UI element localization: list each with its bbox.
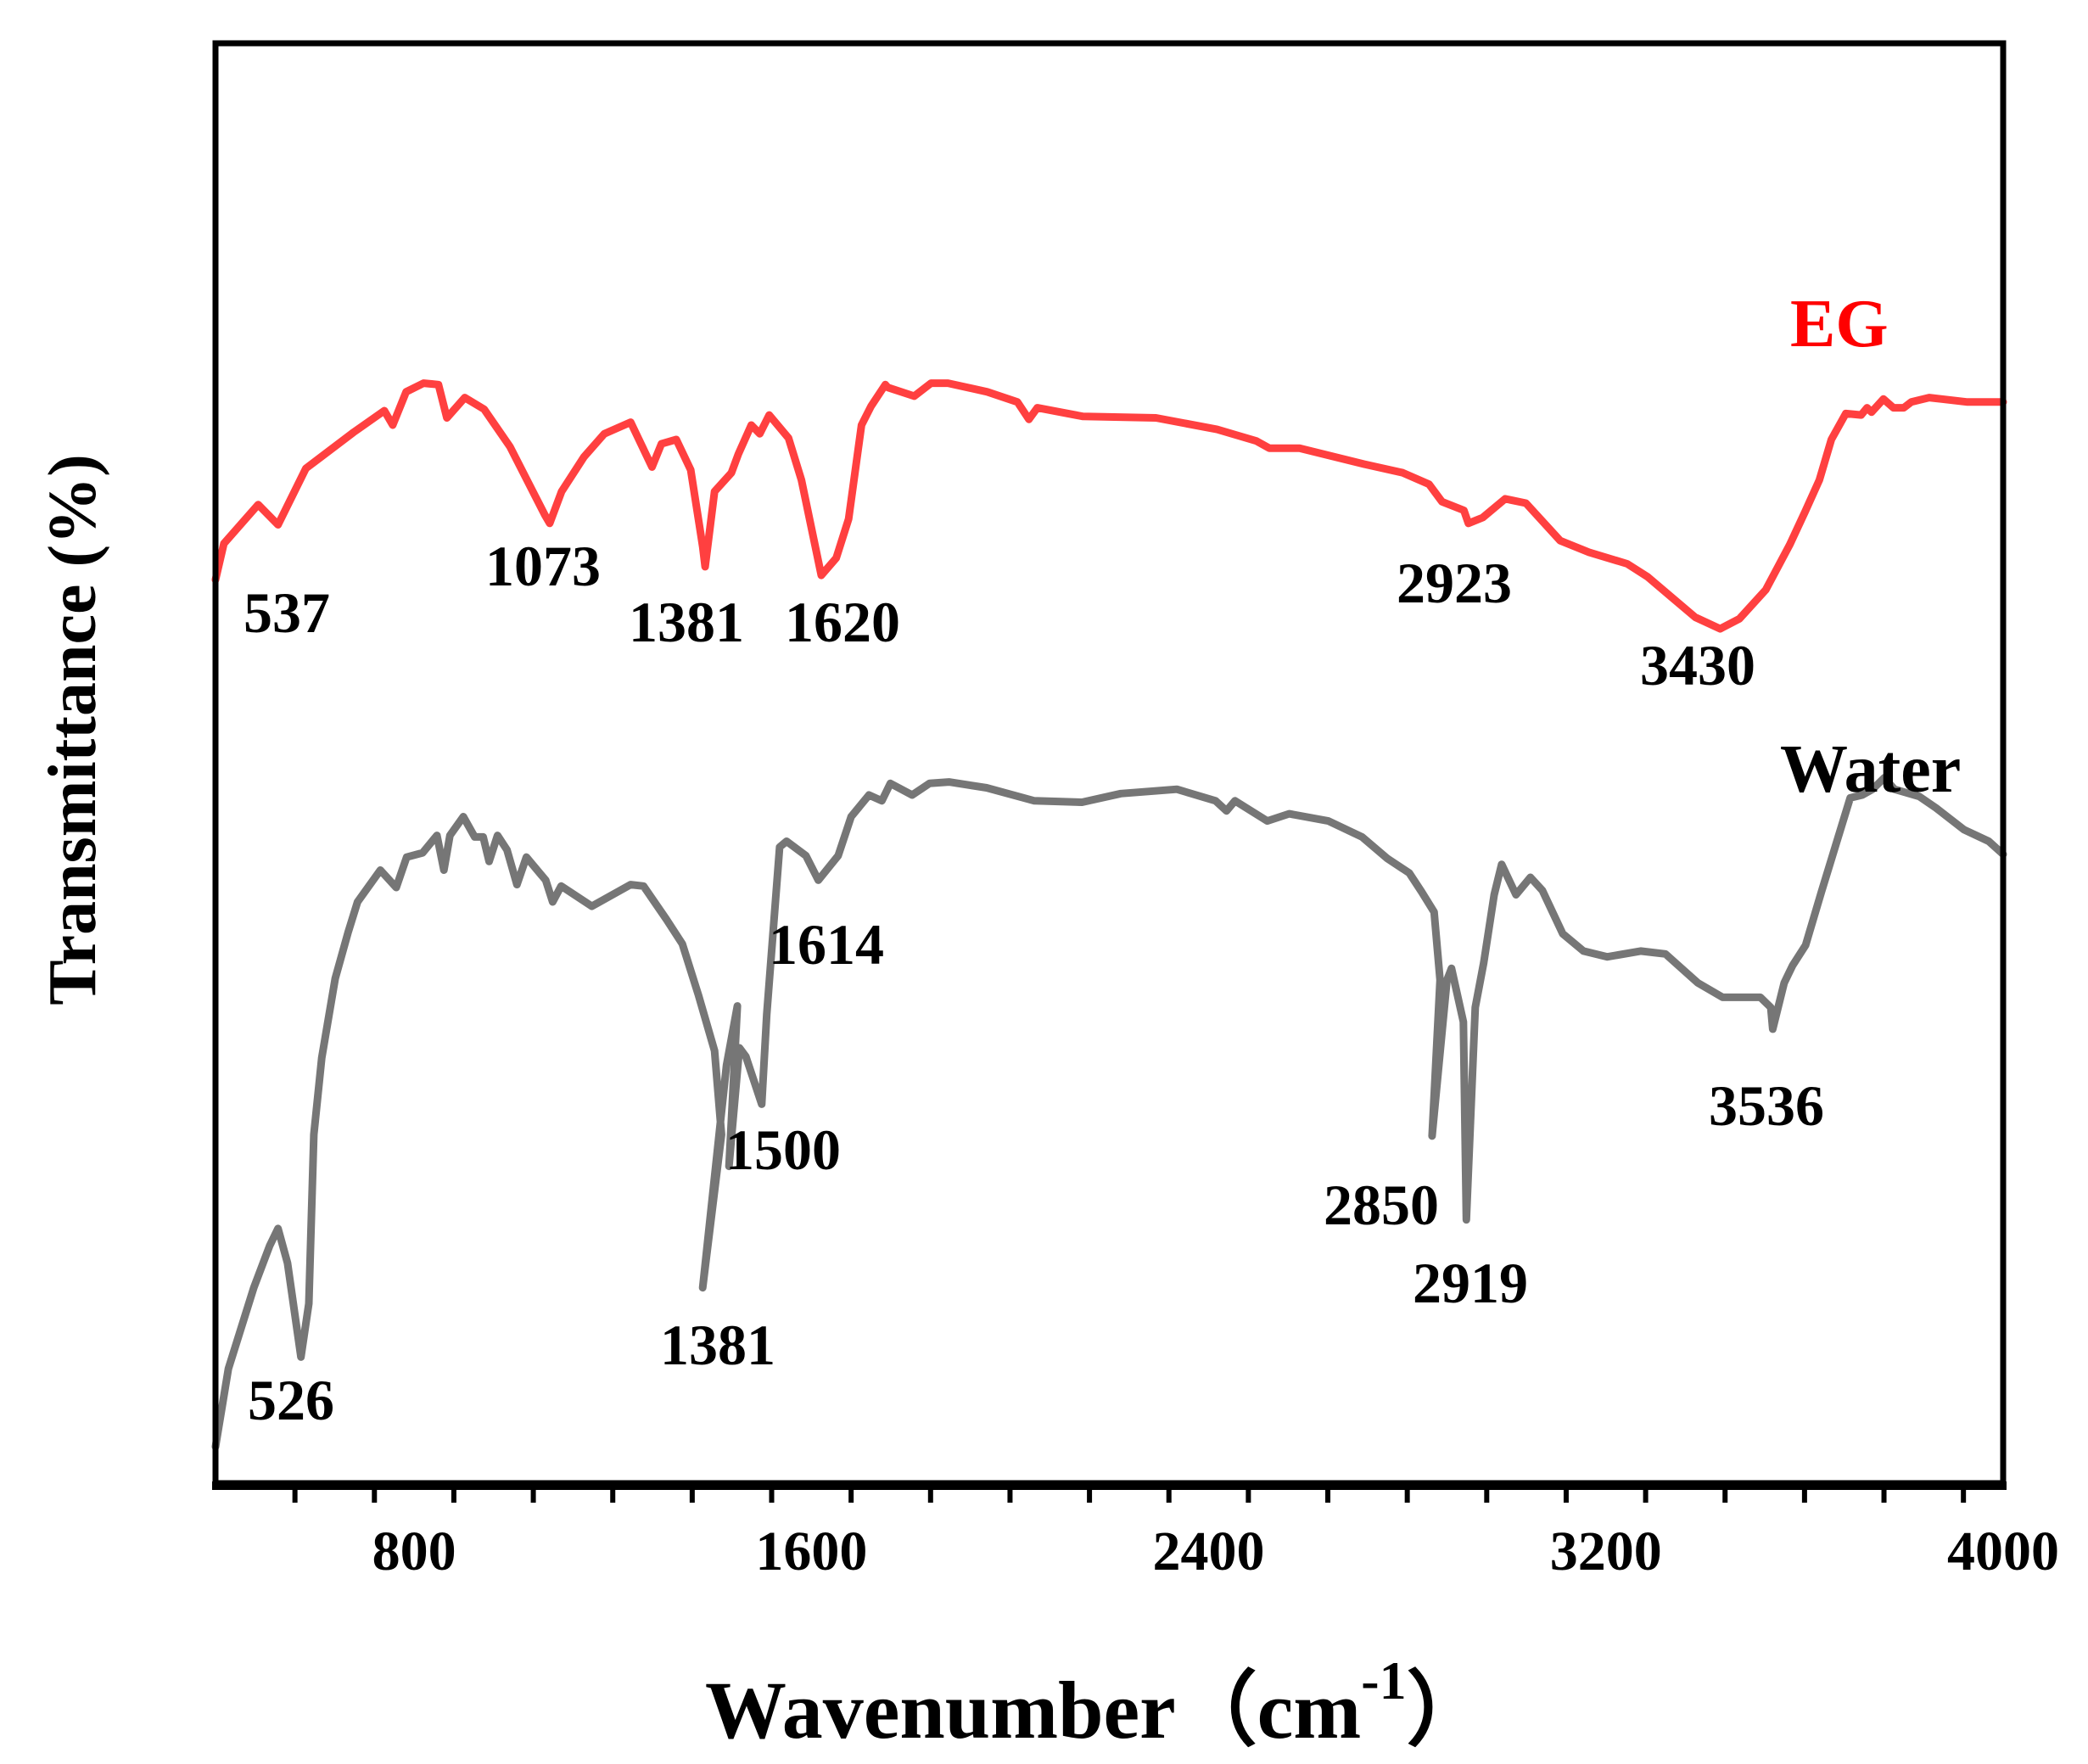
x-axis-label-close: ）	[1407, 1665, 1488, 1756]
x-axis-label-superscript: -1	[1361, 1650, 1406, 1711]
series-label-eg: EG	[1790, 287, 1889, 361]
series-label-water: Water	[1780, 732, 1961, 807]
x-tick-label: 3200	[1550, 1520, 1662, 1582]
x-tick-label: 2400	[1153, 1520, 1265, 1582]
peak-label: 1614	[769, 912, 884, 977]
peak-label: 537	[244, 580, 330, 645]
x-axis-ticks	[292, 1486, 1967, 1503]
plot-curves	[211, 379, 2007, 1451]
peak-label: 2923	[1397, 551, 1512, 615]
peak-label: 3430	[1640, 633, 1755, 697]
peak-label: 1381	[660, 1313, 775, 1377]
x-tick-label: 4000	[1947, 1520, 2059, 1582]
peak-label: 3536	[1709, 1073, 1824, 1138]
y-axis-label: Transmittance (%)	[36, 454, 110, 1005]
series-line-water	[211, 774, 2007, 1451]
peak-label: 1381	[629, 590, 744, 654]
x-axis-label-main: Wavenumber（cm	[705, 1665, 1361, 1756]
x-tick-label: 1600	[755, 1520, 867, 1582]
x-axis-label: Wavenumber（cm-1）	[705, 1650, 1488, 1756]
peak-label: 526	[248, 1368, 334, 1432]
peak-label: 1500	[725, 1117, 841, 1182]
peak-labels: 537 1073 1381 1620 2923 3430 526 1381 1500 1614 28…	[244, 534, 1824, 1432]
series-line-eg	[211, 379, 2007, 633]
peak-label: 2919	[1413, 1251, 1528, 1315]
peak-label: 1073	[485, 534, 601, 598]
x-tick-label: 800	[372, 1520, 456, 1582]
peak-label: 2850	[1324, 1173, 1439, 1237]
x-axis-tick-labels: 800 1600 2400 3200 4000	[372, 1520, 2059, 1582]
peak-label: 1620	[785, 590, 900, 654]
